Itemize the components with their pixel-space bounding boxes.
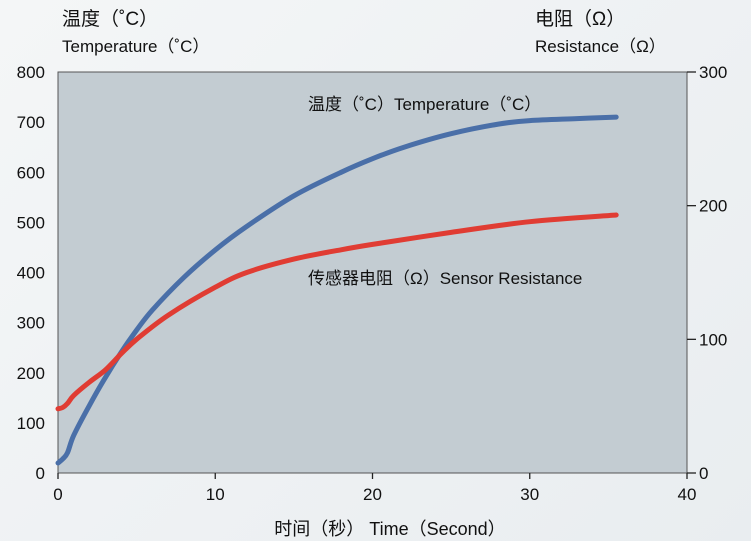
x-tick-label: 10 — [206, 485, 225, 504]
right-axis-title-en: Resistance（Ω） — [535, 37, 666, 56]
y-right-tick-label: 100 — [699, 330, 727, 349]
left-axis-title-cn: 温度（˚C） — [62, 8, 158, 30]
right-axis-title-cn: 电阻（Ω） — [535, 8, 625, 30]
y-left-tick-label: 600 — [17, 163, 45, 182]
y-left-tick-label: 0 — [36, 464, 45, 483]
y-right-tick-label: 0 — [699, 464, 708, 483]
series-label-resistance: 传感器电阻（Ω）Sensor Resistance — [308, 269, 582, 288]
y-right-tick-label: 200 — [699, 197, 727, 216]
y-left-tick-label: 200 — [17, 364, 45, 383]
plot-area — [57, 71, 688, 474]
y-left-tick-label: 300 — [17, 314, 45, 333]
left-axis-title-en: Temperature（˚C） — [62, 37, 209, 56]
y-left-tick-label: 100 — [17, 414, 45, 433]
y-left-tick-label: 500 — [17, 213, 45, 232]
x-tick-label: 30 — [520, 485, 539, 504]
x-tick-label: 0 — [53, 485, 62, 504]
x-tick-label: 40 — [678, 485, 697, 504]
y-left-tick-label: 700 — [17, 113, 45, 132]
y-left-tick-label: 800 — [17, 63, 45, 82]
x-axis-title: 时间（秒） Time（Second） — [274, 519, 505, 539]
x-tick-label: 20 — [363, 485, 382, 504]
series-line-resistance — [55, 212, 619, 412]
y-right-tick-label: 300 — [699, 63, 727, 82]
series-line-temperature — [55, 114, 619, 466]
series-label-temperature: 温度（˚C）Temperature（˚C） — [308, 95, 541, 114]
y-left-tick-label: 400 — [17, 264, 45, 283]
